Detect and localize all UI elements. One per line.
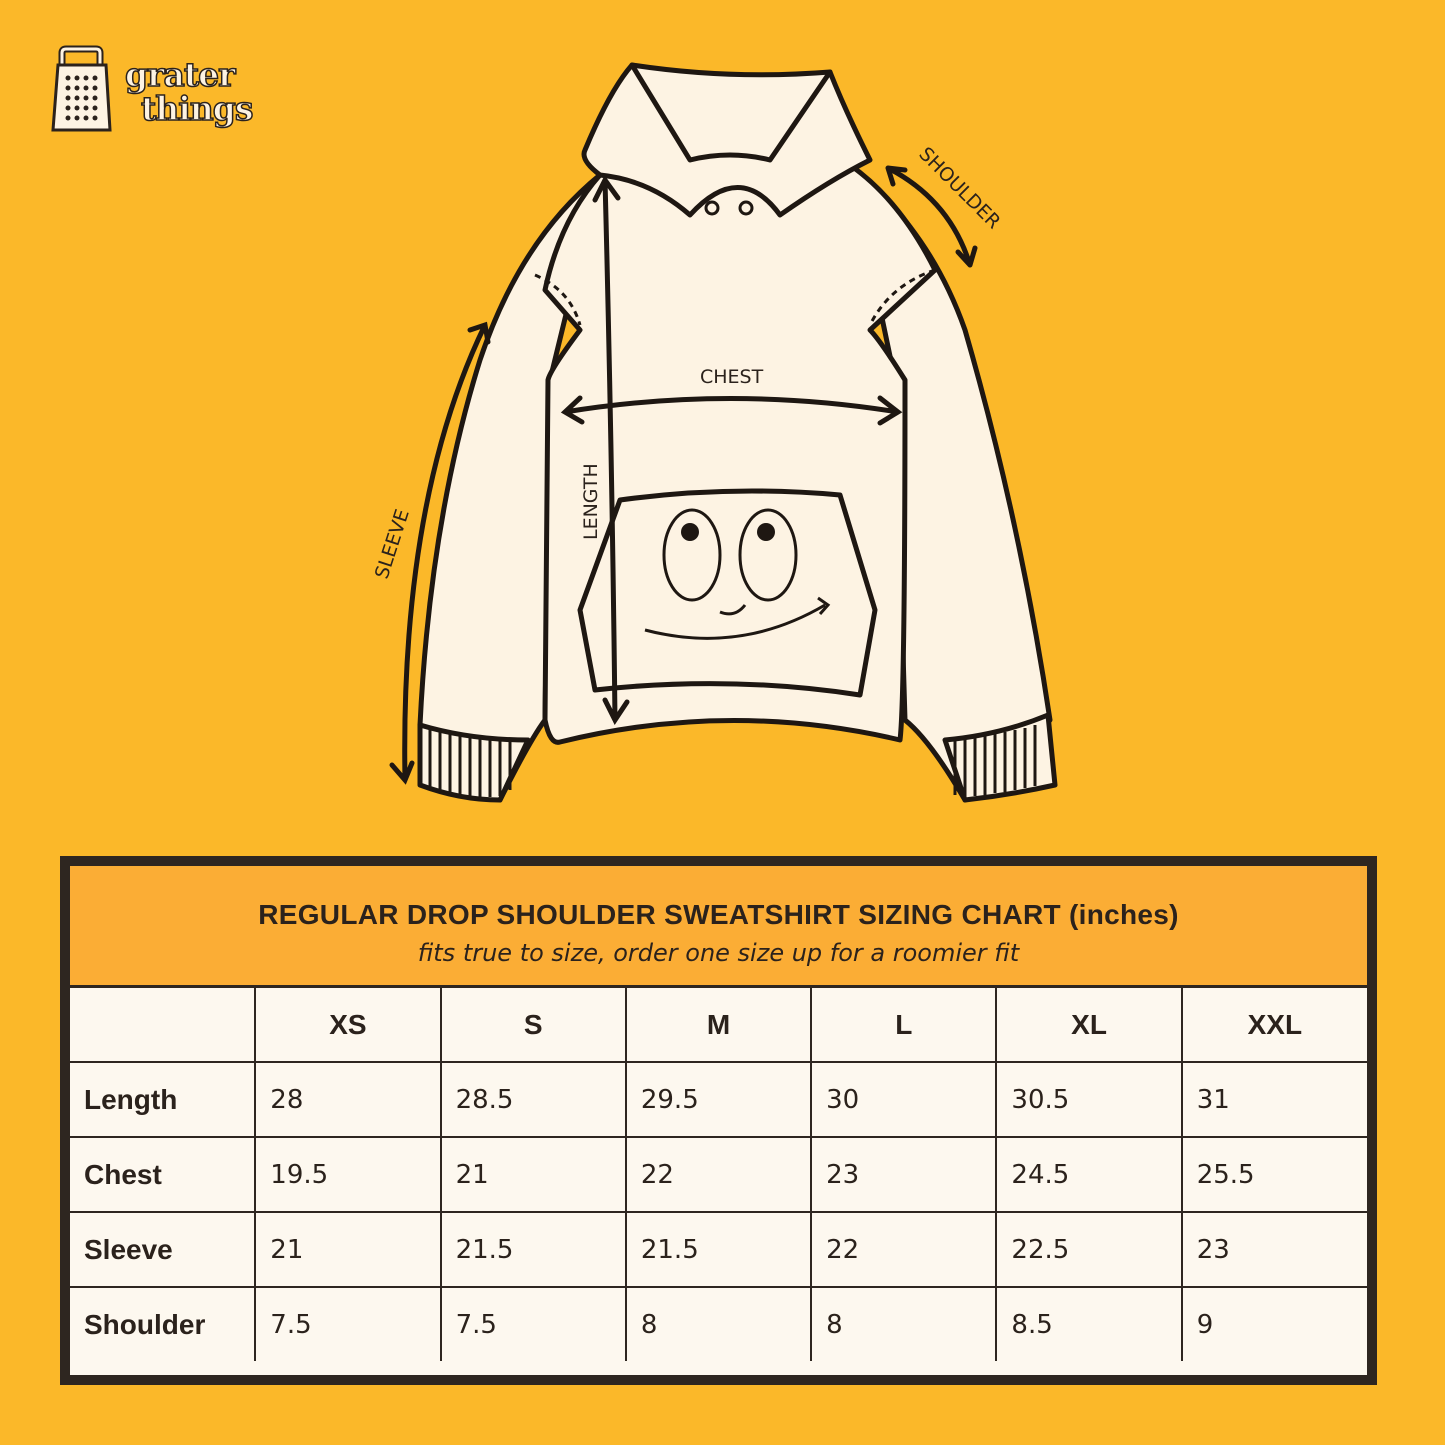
measurement-value: 24.5 <box>995 1136 1183 1213</box>
chest-arrow <box>560 395 903 426</box>
size-header: L <box>810 988 998 1063</box>
brand-logo <box>50 45 300 140</box>
table-row: Length 28 28.5 29.5 30 30.5 31 <box>70 1061 1367 1138</box>
measurement-value: 21.5 <box>624 1211 813 1288</box>
table-row: Shoulder 7.5 7.5 8 8 8.5 9 <box>70 1286 1367 1361</box>
measurement-value: 21.5 <box>439 1211 627 1288</box>
measurement-value: 23 <box>810 1136 998 1213</box>
measurement-label: Chest <box>70 1136 257 1213</box>
shoulder-label: SHOULDER <box>914 143 1004 233</box>
brand-line2: things <box>140 89 254 128</box>
measurement-value: 9 <box>1180 1286 1367 1361</box>
measurement-value: 29.5 <box>624 1061 813 1138</box>
kangaroo-pocket <box>577 488 878 698</box>
size-header: XXL <box>1180 988 1367 1063</box>
brand-line1: grater <box>124 55 236 94</box>
length-arrow <box>592 175 630 725</box>
sleeve-arrow <box>389 321 491 785</box>
measurement-value: 7.5 <box>439 1286 627 1361</box>
shoulder-arrow <box>885 165 978 268</box>
measurement-value: 8 <box>624 1286 813 1361</box>
measurement-label: Shoulder <box>70 1286 257 1361</box>
chart-subtitle: fits true to size, order one size up for… <box>417 939 1020 967</box>
size-header: M <box>624 988 813 1063</box>
size-header-row: XS S M L XL XXL <box>70 988 1367 1063</box>
measurement-value: 30 <box>810 1061 998 1138</box>
measurement-value: 22 <box>810 1211 998 1288</box>
measurement-value: 28 <box>254 1061 442 1138</box>
right-cuff <box>942 712 1058 803</box>
measurement-value: 22.5 <box>995 1211 1183 1288</box>
sizing-chart: REGULAR DROP SHOULDER SWEATSHIRT SIZING … <box>60 856 1377 1385</box>
hoodie-diagram: CHEST LENGTH SLEEVE SHOULDER <box>371 62 1058 803</box>
chart-header: REGULAR DROP SHOULDER SWEATSHIRT SIZING … <box>70 866 1367 988</box>
size-header: XL <box>995 988 1183 1063</box>
measurement-value: 22 <box>624 1136 813 1213</box>
measurement-value: 21 <box>439 1136 627 1213</box>
chest-label: CHEST <box>700 366 764 388</box>
cheese-grater-icon <box>51 45 112 132</box>
brand-wordmark: grater things <box>124 55 254 128</box>
table-row: Sleeve 21 21.5 21.5 22 22.5 23 <box>70 1211 1367 1288</box>
sleeve-label: SLEEVE <box>371 507 414 582</box>
measurement-value: 23 <box>1180 1211 1367 1288</box>
measurement-value: 7.5 <box>254 1286 442 1361</box>
chart-title: REGULAR DROP SHOULDER SWEATSHIRT SIZING … <box>258 899 1179 930</box>
measurement-value: 8 <box>810 1286 998 1361</box>
length-label: LENGTH <box>580 463 602 540</box>
measurement-value: 30.5 <box>995 1061 1183 1138</box>
measurement-value: 31 <box>1180 1061 1367 1138</box>
measurement-label: Sleeve <box>70 1211 257 1288</box>
measurement-value: 8.5 <box>995 1286 1183 1361</box>
measurement-value: 19.5 <box>254 1136 442 1213</box>
measurement-value: 28.5 <box>439 1061 627 1138</box>
size-header: S <box>439 988 627 1063</box>
table-row: Chest 19.5 21 22 23 24.5 25.5 <box>70 1136 1367 1213</box>
measurement-label: Length <box>70 1061 257 1138</box>
size-header: XS <box>254 988 442 1063</box>
measurement-value: 21 <box>254 1211 442 1288</box>
size-table: XS S M L XL XXL Length 28 28.5 29.5 30 30.5 31 Chest 1… <box>70 988 1367 1361</box>
measurement-value: 25.5 <box>1180 1136 1367 1213</box>
corner-cell <box>70 988 257 1063</box>
